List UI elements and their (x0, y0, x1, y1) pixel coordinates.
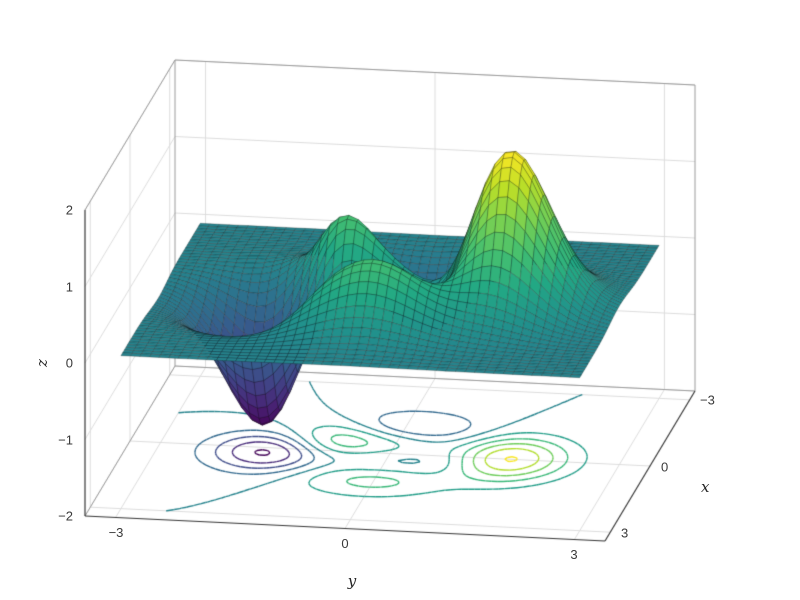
z-tick-label: 2 (65, 202, 73, 218)
z-tick-label: −1 (58, 432, 73, 448)
x-tick-label: 0 (661, 459, 669, 475)
y-axis-label: y (347, 572, 357, 590)
z-tick-label: −2 (58, 508, 73, 524)
x-axis-label: x (701, 478, 710, 496)
y-tick-label: −3 (108, 525, 124, 540)
x-tick-label: −3 (700, 392, 715, 408)
z-axis-label: z (33, 359, 51, 367)
z-tick-label: 0 (65, 355, 73, 371)
y-tick-label: 3 (570, 547, 578, 562)
y-tick-label: 0 (341, 536, 349, 551)
z-tick-label: 1 (65, 279, 73, 295)
x-tick-label: 3 (621, 525, 629, 541)
